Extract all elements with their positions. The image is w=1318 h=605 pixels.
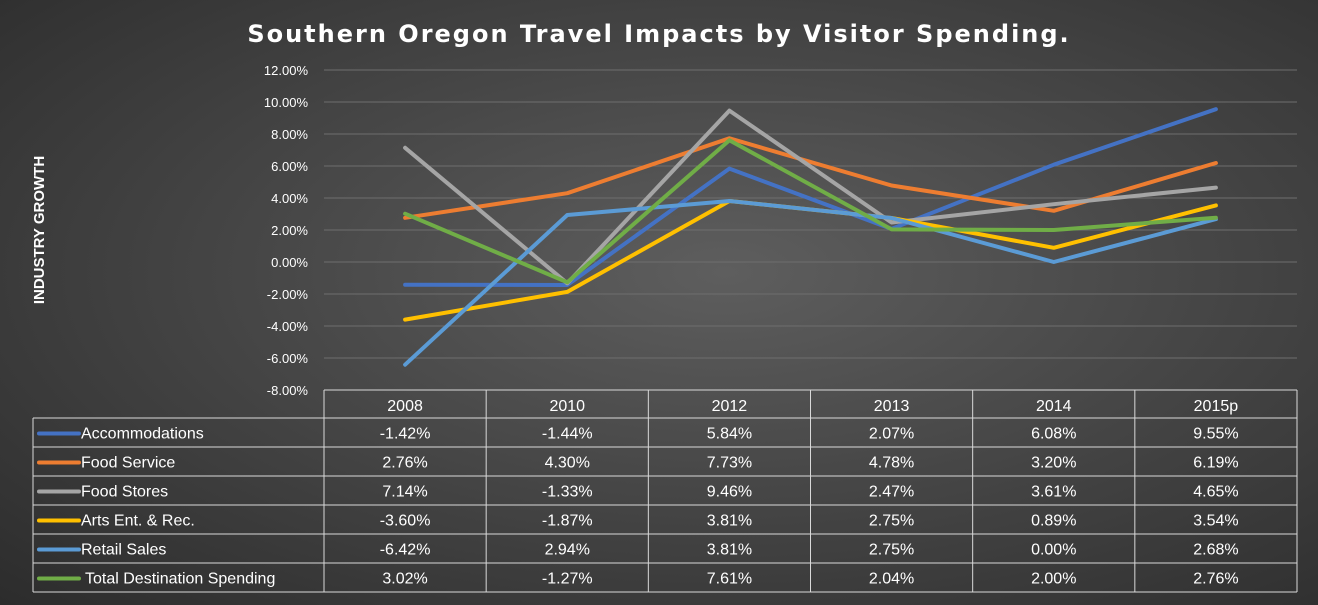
data-label: 2.75%: [869, 513, 914, 530]
data-label: -1.87%: [542, 513, 593, 530]
series-name: Food Stores: [81, 484, 168, 501]
data-label: -1.42%: [380, 426, 431, 443]
x-category-label: 2012: [712, 398, 748, 415]
series-name: Total Destination Spending: [85, 571, 275, 588]
x-category-label: 2013: [874, 398, 910, 415]
data-label: 2.75%: [869, 542, 914, 559]
data-label: 5.84%: [707, 426, 752, 443]
series-name: Arts Ent. & Rec.: [81, 513, 195, 530]
y-tick-label: 8.00%: [271, 127, 308, 142]
series-line-total-destination-spending: [403, 138, 1218, 285]
y-axis-label: INDUSTRY GROWTH: [31, 156, 48, 304]
y-tick-label: -4.00%: [267, 319, 309, 334]
x-category-label: 2015p: [1194, 398, 1239, 415]
data-label: -1.33%: [542, 484, 593, 501]
y-tick-label: 10.00%: [264, 95, 309, 110]
x-category-label: 2008: [387, 398, 423, 415]
y-tick-label: -6.00%: [267, 351, 309, 366]
series-line-retail-sales: [403, 199, 1218, 367]
series-name: Accommodations: [81, 426, 204, 443]
data-label: 2.04%: [869, 571, 914, 588]
y-tick-label: -2.00%: [267, 287, 309, 302]
y-axis-ticks: 12.00% 10.00% 8.00% 6.00% 4.00% 2.00% 0.00% -2.…: [264, 63, 309, 398]
series-line-food-stores: [403, 108, 1218, 286]
data-label: 3.81%: [707, 542, 752, 559]
data-label: 2.07%: [869, 426, 914, 443]
data-label: 7.61%: [707, 571, 752, 588]
data-label: 3.02%: [382, 571, 427, 588]
data-label: 9.55%: [1193, 426, 1238, 443]
data-label: 3.61%: [1031, 484, 1076, 501]
series-line-accommodations: [403, 107, 1218, 287]
data-label: 4.30%: [545, 455, 590, 472]
data-label: 3.81%: [707, 513, 752, 530]
x-category-label: 2010: [549, 398, 585, 415]
data-label: 7.14%: [382, 484, 427, 501]
data-label: -1.27%: [542, 571, 593, 588]
y-tick-label: 4.00%: [271, 191, 308, 206]
data-label: 3.54%: [1193, 513, 1238, 530]
data-label: 7.73%: [707, 455, 752, 472]
data-label: 0.89%: [1031, 513, 1076, 530]
data-label: 2.94%: [545, 542, 590, 559]
data-label: 9.46%: [707, 484, 752, 501]
data-label: 4.65%: [1193, 484, 1238, 501]
data-label: 2.68%: [1193, 542, 1238, 559]
data-label: 4.78%: [869, 455, 914, 472]
gridlines: [324, 69, 1297, 391]
series-line-arts-ent-rec-: [403, 199, 1218, 322]
x-category-label: 2014: [1036, 398, 1072, 415]
y-tick-label: -8.00%: [267, 383, 309, 398]
data-label: 2.47%: [869, 484, 914, 501]
data-label: -1.44%: [542, 426, 593, 443]
chart-title: Southern Oregon Travel Impacts by Visito…: [247, 20, 1070, 48]
data-label: 2.00%: [1031, 571, 1076, 588]
series-name: Retail Sales: [81, 542, 166, 559]
series-lines: [403, 107, 1218, 367]
series-name: Food Service: [81, 455, 175, 472]
data-label: -6.42%: [380, 542, 431, 559]
data-label: 6.19%: [1193, 455, 1238, 472]
y-tick-label: 2.00%: [271, 223, 308, 238]
data-label: 6.08%: [1031, 426, 1076, 443]
data-label: 2.76%: [1193, 571, 1238, 588]
y-tick-label: 6.00%: [271, 159, 308, 174]
y-tick-label: 12.00%: [264, 63, 309, 78]
data-label: 2.76%: [382, 455, 427, 472]
data-label: -3.60%: [380, 513, 431, 530]
y-tick-label: 0.00%: [271, 255, 308, 270]
data-table: 2008 2010 2012 2013 2014 2015p Accommodations -…: [32, 389, 1298, 593]
data-label: 3.20%: [1031, 455, 1076, 472]
data-label: 0.00%: [1031, 542, 1076, 559]
